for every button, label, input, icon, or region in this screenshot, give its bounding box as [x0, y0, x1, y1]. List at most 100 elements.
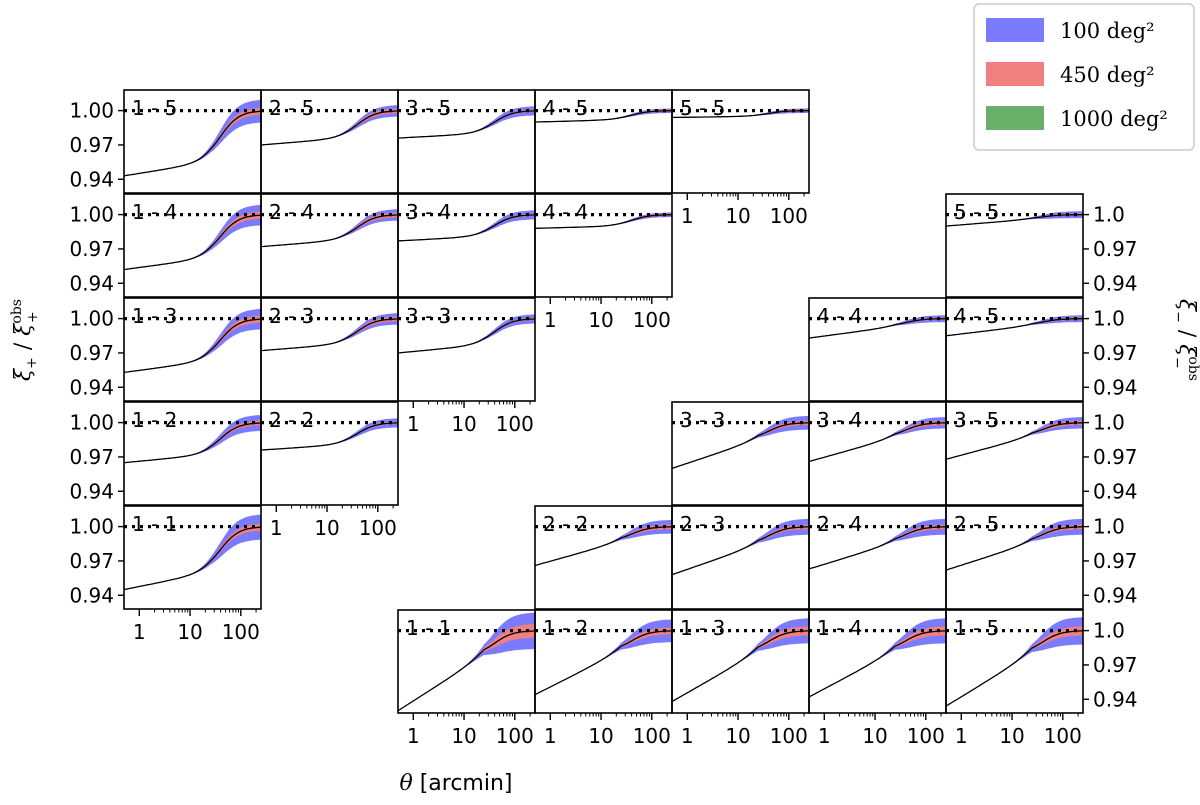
- panel-label: 5 - 5: [680, 96, 725, 120]
- plus-panel: 3 - 3 1 10 100: [397, 297, 536, 436]
- minus-panel-plot: [946, 315, 1083, 337]
- x-tick-label: 1: [681, 724, 694, 748]
- band-100: [261, 313, 398, 351]
- band-100: [124, 308, 261, 373]
- panel-label: 1 - 5: [954, 616, 999, 640]
- x-tick-label: 10: [177, 620, 202, 644]
- ratio-line: [124, 526, 261, 591]
- plus-panel-plot: [124, 415, 261, 464]
- x-axis-label: θ [arcmin]: [399, 771, 512, 796]
- x-tick-label: 1: [955, 724, 968, 748]
- legend-label: 450 deg²: [1060, 63, 1155, 87]
- band-100: [398, 106, 535, 139]
- minus-panel-frame: [945, 193, 1084, 298]
- y-tick-label: 0.97: [69, 445, 114, 469]
- minus-panel-plot: [946, 518, 1083, 571]
- plus-panel: 2 - 4: [260, 193, 399, 298]
- panel-label: 3 - 3: [406, 304, 451, 328]
- band-450: [398, 624, 535, 711]
- ratio-line: [124, 422, 261, 464]
- minus-panel: 1 - 1 1 10 100: [397, 609, 536, 748]
- band-450: [809, 626, 946, 697]
- ratio-line: [535, 630, 672, 696]
- y-tick-label: 0.94: [1093, 375, 1138, 399]
- y-tick-label: 0.97: [69, 237, 114, 261]
- y-tick-label: 0.94: [69, 479, 114, 503]
- x-tick-label: 10: [862, 724, 887, 748]
- minus-panel-plot: [946, 617, 1083, 707]
- minus-panel-plot: [672, 618, 809, 703]
- panel-label: 1 - 4: [817, 616, 862, 640]
- band-450: [398, 109, 535, 139]
- ratio-line: [946, 630, 1083, 707]
- left-ylabel: ξ+ / ξobs+: [9, 299, 41, 381]
- plus-panel-plot: [535, 212, 672, 229]
- plus-panel-plot: [398, 314, 535, 354]
- band-450: [535, 524, 672, 566]
- minus-panel: 2 - 3: [671, 505, 810, 610]
- minus-panel-frame: [945, 297, 1084, 402]
- minus-panel-frame: [945, 505, 1084, 610]
- band-450: [809, 524, 946, 569]
- ratio-line: [261, 318, 398, 352]
- plus-panel-plot: [398, 210, 535, 242]
- right-ylabel: ξ− / ξobs−: [1169, 299, 1200, 381]
- y-tick-label: 0.97: [69, 549, 114, 573]
- ratio-line: [124, 214, 261, 271]
- plus-panel-plot: [124, 204, 261, 271]
- panel-label: 4 - 4: [817, 304, 862, 328]
- band-100: [535, 212, 672, 229]
- minus-panel: 1 - 5 1.0 0.97 0.94 1 10 100: [945, 609, 1138, 748]
- band-450: [946, 626, 1083, 707]
- ratio-line: [124, 110, 261, 177]
- x-tick-label: 100: [770, 204, 808, 228]
- panel-label: 5 - 5: [954, 200, 999, 224]
- ratio-line: [261, 422, 398, 451]
- x-tick-label: 100: [496, 412, 534, 436]
- band-100: [261, 105, 398, 145]
- y-tick-label: 1.0: [1093, 411, 1125, 435]
- panel-label: 2 - 3: [680, 512, 725, 536]
- x-tick-label: 100: [359, 516, 397, 540]
- minus-panel: 4 - 4: [808, 297, 947, 402]
- band-450: [809, 420, 946, 462]
- y-tick-label: 0.97: [1093, 653, 1138, 677]
- band-100: [261, 209, 398, 247]
- panel-label: 1 - 1: [406, 616, 451, 640]
- panel-label: 1 - 2: [132, 408, 177, 432]
- band-450: [672, 524, 809, 575]
- legend: 100 deg² 450 deg² 1000 deg²: [973, 3, 1195, 151]
- panel-label: 1 - 4: [132, 200, 177, 224]
- x-tick-label: 10: [588, 724, 613, 748]
- plus-panel: 4 - 5: [534, 89, 673, 194]
- y-tick-label: 1.00: [69, 411, 114, 435]
- band-100: [535, 108, 672, 122]
- plus-panel: 3 - 4: [397, 193, 536, 298]
- panel-label: 4 - 5: [543, 96, 588, 120]
- minus-panel: 3 - 5 1.0 0.97 0.94: [945, 401, 1138, 506]
- ratio-line: [398, 630, 535, 712]
- minus-panel: 3 - 4: [808, 401, 947, 506]
- band-100: [124, 415, 261, 463]
- plus-panel: 5 - 5 1 10 100: [671, 89, 810, 228]
- ratio-line: [672, 526, 809, 576]
- minus-panel-plot: [672, 416, 809, 470]
- minus-panel: 5 - 5 1.0 0.97 0.94: [945, 193, 1138, 298]
- x-tick-label: 1: [270, 516, 283, 540]
- minus-panel-plot: [535, 619, 672, 696]
- y-tick-label: 0.94: [69, 271, 114, 295]
- band-450: [535, 627, 672, 695]
- ratio-line: [535, 526, 672, 567]
- ratio-line: [398, 318, 535, 354]
- plus-panel-plot: [261, 313, 398, 352]
- panel-label: 3 - 4: [817, 408, 862, 432]
- band-100: [124, 99, 261, 176]
- ratio-line: [809, 422, 946, 463]
- y-tick-label: 0.97: [69, 133, 114, 157]
- minus-panel-frame: [945, 609, 1084, 714]
- x-tick-label: 1: [544, 308, 557, 332]
- plus-panel: 2 - 3: [260, 297, 399, 402]
- ratio-line: [398, 110, 535, 139]
- minus-panel: 2 - 2: [534, 505, 673, 610]
